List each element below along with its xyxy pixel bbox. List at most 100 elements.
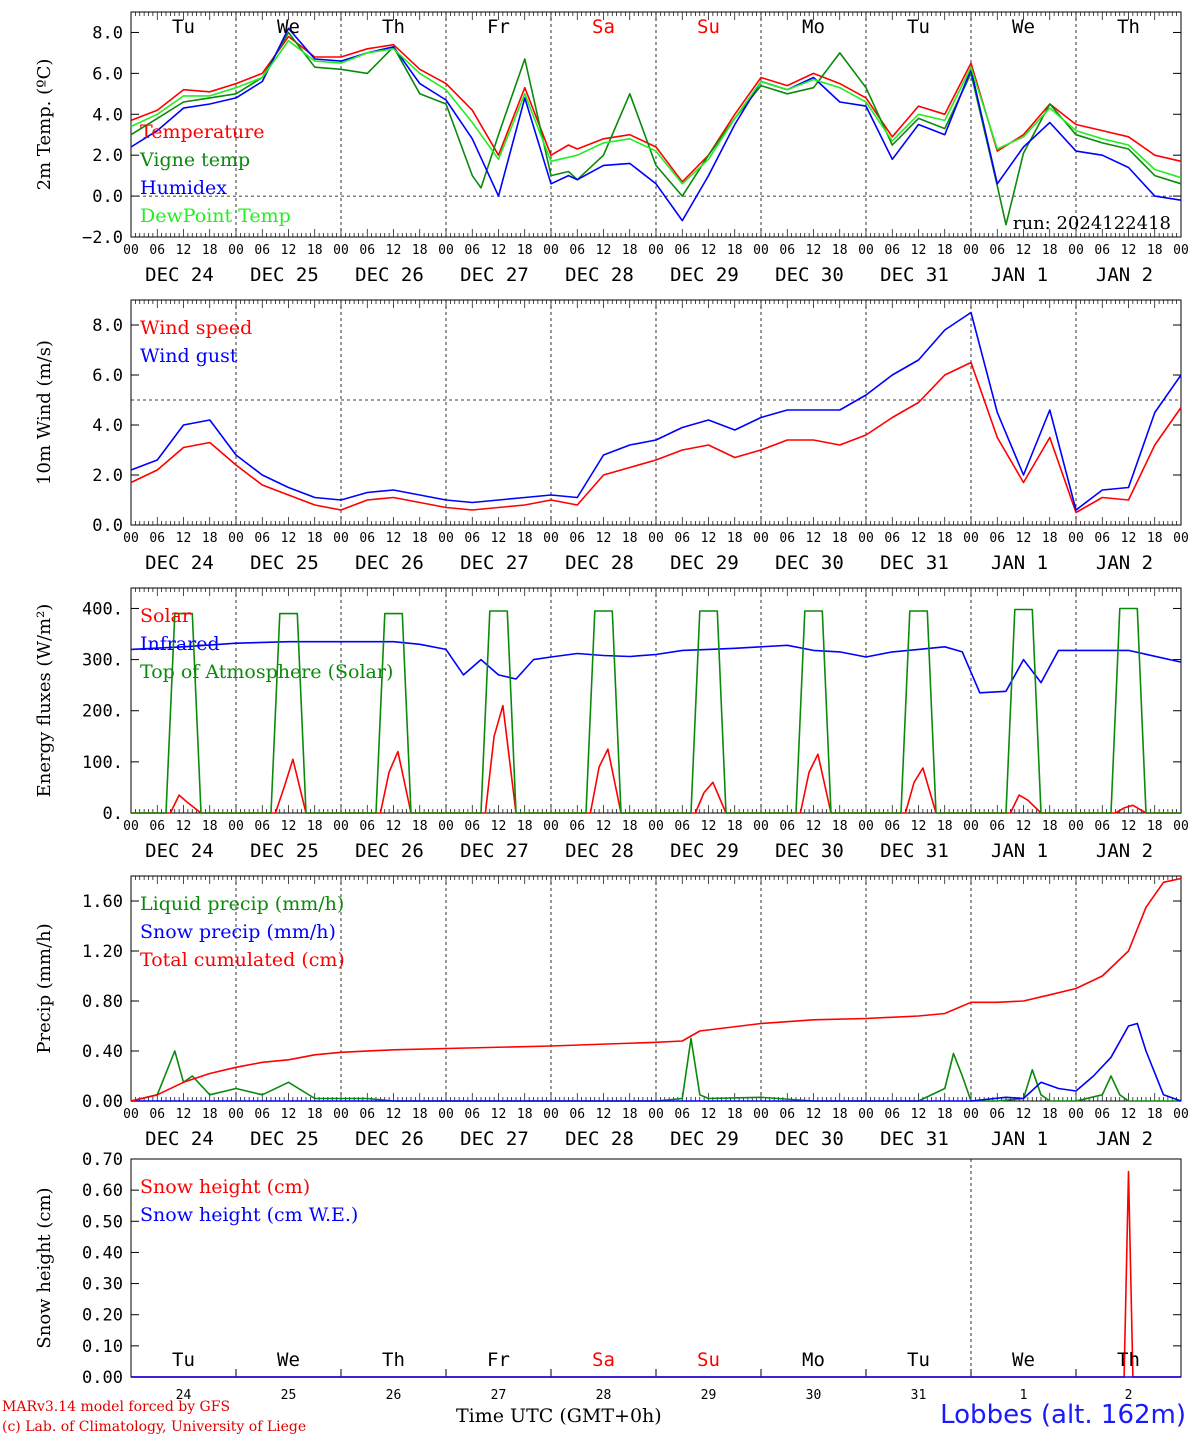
y-tick-label: 6.0 — [92, 366, 123, 386]
x-hour-label: 12 — [806, 819, 822, 834]
x-hour-label: 12 — [281, 819, 297, 834]
x-hour-label: 18 — [937, 1107, 953, 1122]
x-hour-label: 12 — [1016, 243, 1032, 258]
x-hour-label: 18 — [1147, 531, 1163, 546]
x-hour-label: 18 — [622, 531, 638, 546]
x-hour-label: 06 — [989, 531, 1005, 546]
x-hour-label: 12 — [806, 531, 822, 546]
legend-entry: Liquid precip (mm/h) — [140, 893, 344, 915]
legend-entry: Top of Atmosphere (Solar) — [140, 661, 393, 683]
x-date-label: DEC 31 — [880, 840, 949, 862]
x-hour-label: 18 — [622, 243, 638, 258]
x-hour-label: 06 — [674, 1107, 690, 1122]
x-hour-label: 12 — [386, 243, 402, 258]
weekday-label: We — [277, 16, 300, 38]
x-hour-label: 00 — [333, 531, 349, 546]
x-hour-label: 18 — [517, 531, 533, 546]
y-tick-label: 200. — [82, 702, 123, 722]
x-date-label: DEC 27 — [460, 552, 529, 574]
x-hour-label: 12 — [596, 1107, 612, 1122]
x-day-number: 27 — [491, 1388, 507, 1403]
x-date-label: DEC 29 — [670, 1128, 739, 1150]
weekday-label: Fr — [487, 16, 510, 38]
weekday-label: Sa — [592, 16, 615, 38]
x-date-label: JAN 1 — [991, 264, 1048, 286]
y-tick-label: 8.0 — [92, 316, 123, 336]
x-hour-label: 06 — [464, 819, 480, 834]
x-day-number: 28 — [596, 1388, 612, 1403]
x-hour-label: 00 — [1068, 1107, 1084, 1122]
location-label: Lobbes (alt. 162m) — [940, 1400, 1186, 1430]
x-date-label: JAN 1 — [991, 840, 1048, 862]
x-hour-label: 00 — [333, 819, 349, 834]
legend-entry: Humidex — [140, 177, 227, 199]
x-date-label: DEC 28 — [565, 840, 634, 862]
x-hour-label: 12 — [1121, 819, 1137, 834]
x-hour-label: 00 — [438, 243, 454, 258]
x-date-label: DEC 28 — [565, 552, 634, 574]
x-hour-label: 12 — [176, 819, 192, 834]
x-hour-label: 18 — [1147, 243, 1163, 258]
panel-5 — [130, 1158, 1182, 1378]
series-line-lightgreen — [130, 39, 1182, 185]
x-date-label: JAN 2 — [1096, 552, 1153, 574]
x-hour-label: 18 — [622, 1107, 638, 1122]
x-hour-label: 00 — [858, 531, 874, 546]
panel-4 — [130, 875, 1182, 1102]
x-hour-label: 00 — [1173, 819, 1189, 834]
x-hour-label: 12 — [1121, 1107, 1137, 1122]
y-tick-label: 0.0 — [92, 187, 123, 207]
x-date-label: DEC 30 — [775, 1128, 844, 1150]
x-hour-label: 12 — [386, 531, 402, 546]
x-hour-label: 12 — [386, 819, 402, 834]
x-hour-label: 18 — [412, 531, 428, 546]
x-hour-label: 00 — [858, 1107, 874, 1122]
y-axis-label: 2m Temp. (ºC) — [34, 59, 55, 191]
legend-entry: Snow height (cm W.E.) — [140, 1204, 358, 1226]
x-date-label: DEC 30 — [775, 552, 844, 574]
weekday-label: Mo — [802, 16, 825, 38]
x-hour-label: 18 — [1147, 1107, 1163, 1122]
weekday-label: We — [277, 1349, 300, 1371]
x-hour-label: 18 — [832, 1107, 848, 1122]
weekday-label: Su — [697, 1349, 720, 1371]
x-hour-label: 06 — [884, 243, 900, 258]
x-date-label: DEC 27 — [460, 840, 529, 862]
x-hour-label: 00 — [228, 1107, 244, 1122]
y-tick-label: 0.10 — [82, 1337, 123, 1357]
y-tick-label: 0.0 — [92, 516, 123, 536]
y-axis-label: Energy fluxes (W/m²) — [34, 604, 55, 798]
x-hour-label: 12 — [176, 531, 192, 546]
y-tick-label: 0.80 — [82, 992, 123, 1012]
x-hour-label: 12 — [281, 243, 297, 258]
x-hour-label: 06 — [569, 819, 585, 834]
x-hour-label: 18 — [412, 819, 428, 834]
x-hour-label: 12 — [596, 531, 612, 546]
x-hour-label: 06 — [884, 1107, 900, 1122]
y-tick-label: 0.00 — [82, 1092, 123, 1112]
x-hour-label: 00 — [963, 243, 979, 258]
x-date-label: DEC 29 — [670, 552, 739, 574]
x-hour-label: 18 — [1042, 243, 1058, 258]
legend-entry: Vigne temp — [139, 149, 250, 171]
x-date-label: DEC 26 — [355, 1128, 424, 1150]
x-hour-label: 00 — [963, 819, 979, 834]
weekday-label: Su — [697, 16, 720, 38]
x-hour-label: 06 — [149, 1107, 165, 1122]
x-hour-label: 18 — [832, 531, 848, 546]
x-hour-label: 06 — [674, 243, 690, 258]
x-hour-label: 12 — [1016, 1107, 1032, 1122]
x-hour-label: 18 — [307, 819, 323, 834]
series-line-green — [131, 607, 1181, 814]
x-hour-label: 12 — [1121, 531, 1137, 546]
weekday-label: Tu — [907, 1349, 930, 1371]
x-hour-label: 06 — [359, 819, 375, 834]
x-hour-label: 18 — [202, 819, 218, 834]
x-day-number: 26 — [386, 1388, 402, 1403]
x-hour-label: 18 — [1147, 819, 1163, 834]
x-date-label: JAN 2 — [1096, 1128, 1153, 1150]
x-hour-label: 18 — [727, 531, 743, 546]
x-hour-label: 12 — [1121, 243, 1137, 258]
x-hour-label: 00 — [228, 531, 244, 546]
